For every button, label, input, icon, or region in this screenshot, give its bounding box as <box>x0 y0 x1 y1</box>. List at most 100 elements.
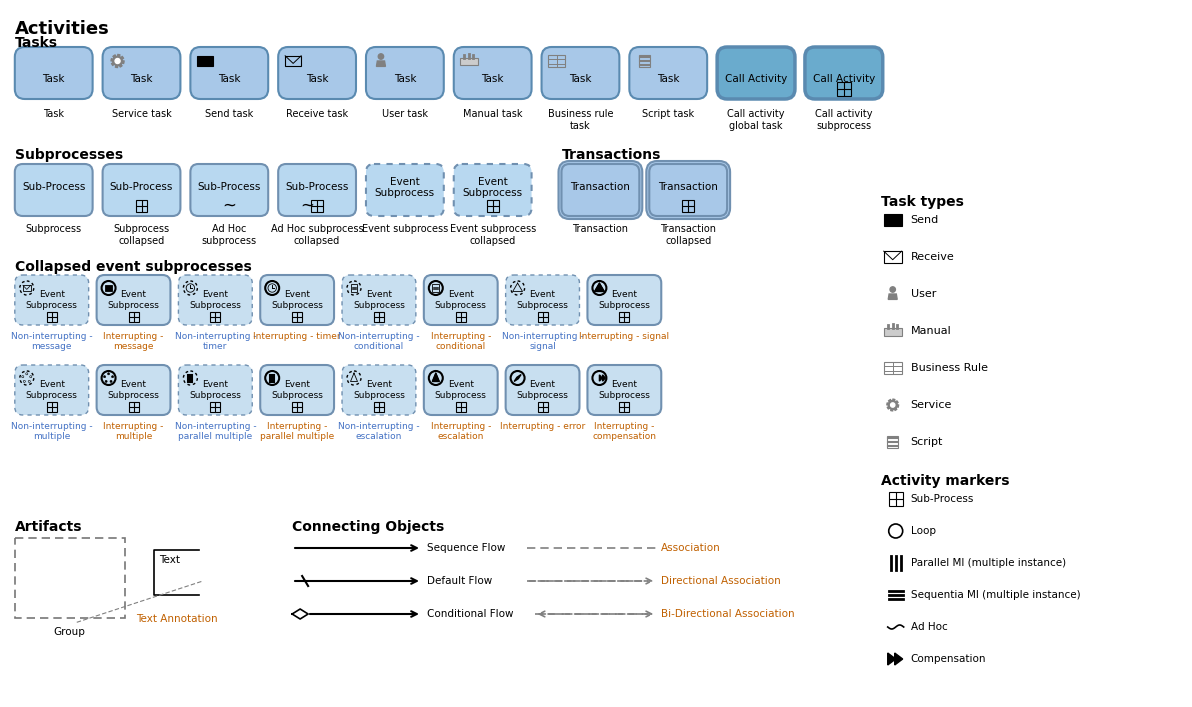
Text: Transaction
collapsed: Transaction collapsed <box>660 224 716 245</box>
Bar <box>292 312 302 322</box>
FancyBboxPatch shape <box>97 275 170 325</box>
FancyBboxPatch shape <box>191 164 268 216</box>
FancyBboxPatch shape <box>505 365 579 415</box>
Polygon shape <box>887 399 899 411</box>
Text: Task: Task <box>130 74 153 84</box>
Bar <box>198 56 213 66</box>
Bar <box>210 402 221 412</box>
Text: Non-interrupting -
signal: Non-interrupting - signal <box>502 332 583 351</box>
Text: Non-interrupting -
message: Non-interrupting - message <box>11 332 93 351</box>
Text: Event
Subprocess: Event Subprocess <box>190 291 241 310</box>
Bar <box>129 402 138 412</box>
Text: Task: Task <box>43 109 64 119</box>
Text: Sub-Process: Sub-Process <box>285 182 349 192</box>
Text: Event
Subprocess: Event Subprocess <box>26 291 77 310</box>
Text: Business rule
task: Business rule task <box>547 109 613 131</box>
Text: Compensation: Compensation <box>911 654 986 664</box>
FancyBboxPatch shape <box>650 164 727 216</box>
Text: Loop: Loop <box>911 526 936 536</box>
Bar <box>455 402 466 412</box>
Text: User: User <box>911 289 936 299</box>
Circle shape <box>890 287 895 292</box>
FancyBboxPatch shape <box>103 164 180 216</box>
Polygon shape <box>377 61 385 66</box>
FancyBboxPatch shape <box>366 164 443 216</box>
FancyBboxPatch shape <box>260 275 334 325</box>
Text: Event
Subprocess: Event Subprocess <box>107 291 160 310</box>
Bar <box>538 402 547 412</box>
Bar <box>889 492 902 506</box>
FancyBboxPatch shape <box>103 47 180 99</box>
Text: Sub-Process: Sub-Process <box>21 182 86 192</box>
Text: Activity markers: Activity markers <box>881 474 1010 488</box>
Text: Manual task: Manual task <box>462 109 522 119</box>
Text: Non-interrupting -
parallel multiple: Non-interrupting - parallel multiple <box>174 422 256 441</box>
Text: Transactions: Transactions <box>561 148 660 162</box>
Text: Bi-Directional Association: Bi-Directional Association <box>662 609 795 619</box>
Text: Text Annotation: Text Annotation <box>136 614 218 624</box>
Text: ~: ~ <box>222 197 236 215</box>
Polygon shape <box>433 373 440 382</box>
Bar <box>460 58 478 66</box>
Bar <box>486 200 498 212</box>
Text: Event
Subprocess: Event Subprocess <box>107 380 160 399</box>
Bar <box>620 312 629 322</box>
Text: Sub-Process: Sub-Process <box>911 494 974 504</box>
Text: Artifacts: Artifacts <box>14 520 82 534</box>
Text: Ad Hoc: Ad Hoc <box>911 622 948 632</box>
FancyBboxPatch shape <box>559 161 642 219</box>
Text: Task: Task <box>393 74 416 84</box>
Text: Task: Task <box>570 74 591 84</box>
Text: Event
Subprocess: Event Subprocess <box>516 380 569 399</box>
Text: ~: ~ <box>300 197 315 215</box>
Text: Subprocess: Subprocess <box>26 224 82 234</box>
Text: Event
Subprocess: Event Subprocess <box>272 291 323 310</box>
FancyBboxPatch shape <box>342 365 416 415</box>
Text: Ad Hoc subprocess
collapsed: Ad Hoc subprocess collapsed <box>271 224 364 245</box>
FancyBboxPatch shape <box>541 47 620 99</box>
Text: Subprocess
collapsed: Subprocess collapsed <box>113 224 169 245</box>
Text: Call activity
subprocess: Call activity subprocess <box>815 109 873 131</box>
Text: Connecting Objects: Connecting Objects <box>292 520 445 534</box>
Text: Subprocesses: Subprocesses <box>14 148 123 162</box>
Circle shape <box>112 375 113 378</box>
Text: Tasks: Tasks <box>14 36 57 50</box>
Bar <box>883 362 901 374</box>
Text: Event
Subprocess: Event Subprocess <box>353 291 405 310</box>
Circle shape <box>107 373 110 375</box>
Text: Activities: Activities <box>14 20 110 38</box>
Bar <box>46 402 57 412</box>
Text: Send: Send <box>911 215 939 225</box>
FancyBboxPatch shape <box>505 275 579 325</box>
Bar <box>14 538 124 618</box>
Text: Call Activity: Call Activity <box>725 74 787 84</box>
Text: Collapsed event subprocesses: Collapsed event subprocesses <box>14 260 252 274</box>
Circle shape <box>104 375 106 378</box>
Circle shape <box>890 403 895 407</box>
Text: Interrupting -
parallel multiple: Interrupting - parallel multiple <box>260 422 334 441</box>
Circle shape <box>105 380 107 382</box>
Text: Event
Subprocess: Event Subprocess <box>435 380 486 399</box>
Text: Association: Association <box>662 543 721 553</box>
Polygon shape <box>603 375 606 381</box>
Bar <box>136 200 148 212</box>
Text: Sub-Process: Sub-Process <box>110 182 173 192</box>
FancyBboxPatch shape <box>278 47 356 99</box>
Text: Interrupting -
escalation: Interrupting - escalation <box>430 422 491 441</box>
Bar <box>883 328 901 336</box>
Text: Event
Subprocess: Event Subprocess <box>598 291 651 310</box>
Text: Event
Subprocess: Event Subprocess <box>435 291 486 310</box>
FancyBboxPatch shape <box>588 275 662 325</box>
FancyBboxPatch shape <box>179 275 253 325</box>
Bar <box>374 312 384 322</box>
Text: Non-interrupting -
escalation: Non-interrupting - escalation <box>339 422 420 441</box>
Text: Ad Hoc
subprocess: Ad Hoc subprocess <box>201 224 256 245</box>
Bar <box>883 214 901 226</box>
FancyBboxPatch shape <box>424 365 497 415</box>
FancyBboxPatch shape <box>718 47 795 99</box>
Polygon shape <box>514 375 521 382</box>
Bar <box>682 200 694 212</box>
Text: Task: Task <box>482 74 504 84</box>
Polygon shape <box>600 375 602 381</box>
FancyBboxPatch shape <box>191 47 268 99</box>
